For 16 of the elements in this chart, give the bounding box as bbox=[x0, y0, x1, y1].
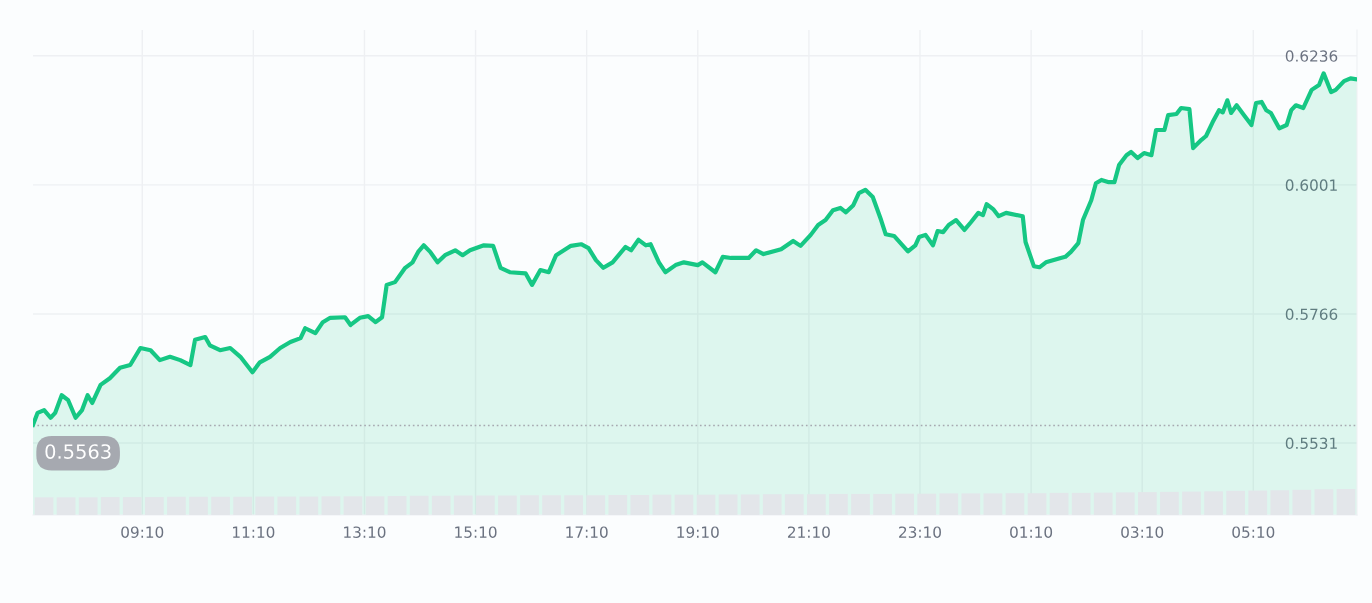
x-tick-label: 21:10 bbox=[787, 526, 830, 538]
x-tick-label: 01:10 bbox=[1010, 526, 1053, 538]
y-tick-label: 0.6236 bbox=[1285, 50, 1338, 62]
x-tick-label: 23:10 bbox=[899, 526, 941, 538]
x-tick-label: 09:10 bbox=[121, 526, 164, 538]
x-tick-label: 13:10 bbox=[344, 526, 386, 538]
y-tick-label: 0.5531 bbox=[1285, 437, 1337, 450]
x-tick-label: 05:10 bbox=[1232, 526, 1275, 538]
y-tick-label: 0.5766 bbox=[1285, 308, 1338, 320]
x-tick-label: 17:10 bbox=[566, 526, 608, 538]
x-tick-label: 19:10 bbox=[677, 526, 719, 538]
y-tick-label: 0.6001 bbox=[1285, 179, 1337, 191]
x-tick-label: 11:10 bbox=[233, 526, 275, 538]
x-tick-label: 15:10 bbox=[455, 526, 497, 538]
x-tick-label: 03:10 bbox=[1121, 526, 1164, 538]
ref-line-label: 0.5563 bbox=[45, 444, 111, 459]
